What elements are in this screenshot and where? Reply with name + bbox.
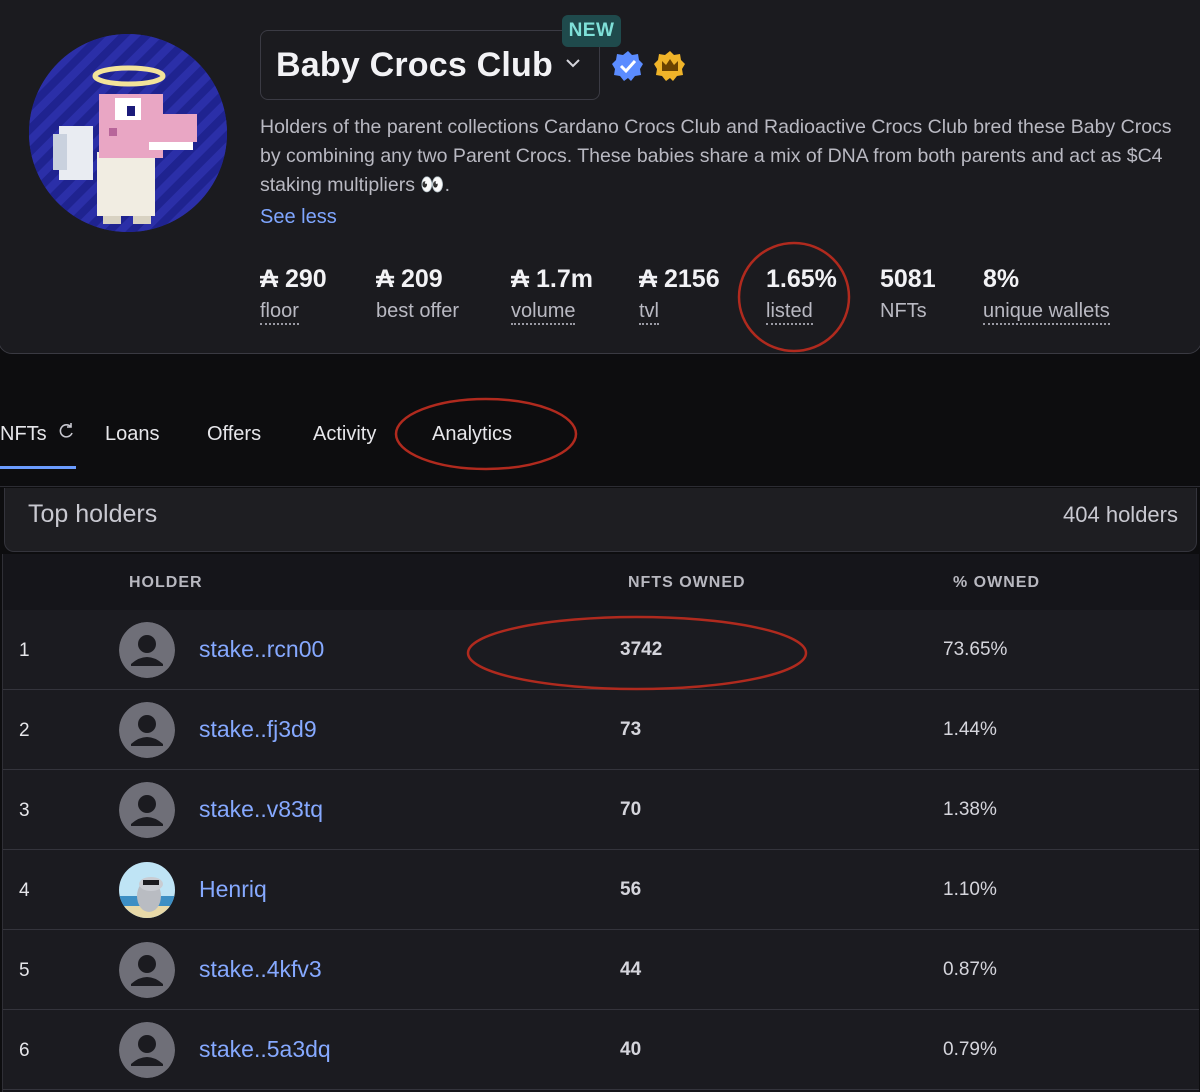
top-holders-table: HOLDER NFTS OWNED % OWNED 1 stake..rcn00… xyxy=(2,554,1200,1092)
collection-description: Holders of the parent collections Cardan… xyxy=(260,116,1172,196)
table-row[interactable]: 4 Henriq 56 1.10% xyxy=(3,850,1200,930)
new-badge: NEW xyxy=(562,15,621,47)
nfts-owned: 56 xyxy=(620,879,642,900)
stat-nfts: 5081 NFTs xyxy=(880,265,936,323)
table-header: HOLDER NFTS OWNED % OWNED xyxy=(3,554,1200,610)
default-avatar-icon xyxy=(119,622,175,678)
column-header-pct-owned: % OWNED xyxy=(953,574,1040,591)
top-holders-header: Top holders 404 holders xyxy=(4,488,1197,552)
tab-analytics[interactable]: Analytics xyxy=(432,423,513,445)
stat-best-offer-label: best offer xyxy=(376,300,460,322)
table-row[interactable]: 2 stake..fj3d9 73 1.44% xyxy=(3,690,1200,770)
stat-best-offer-value: ₳ 209 xyxy=(376,265,443,293)
verified-badge-icon xyxy=(612,51,643,81)
nfts-owned: 70 xyxy=(620,799,642,820)
stat-tvl[interactable]: ₳ 2156 tvl xyxy=(639,265,720,325)
crown-badge-icon xyxy=(654,51,685,81)
stat-floor[interactable]: ₳ 290 floor xyxy=(260,265,327,325)
holder-link[interactable]: stake..4kfv3 xyxy=(199,956,322,982)
stat-unique-wallets[interactable]: 8% unique wallets xyxy=(983,265,1110,325)
pct-owned: 0.79% xyxy=(943,1039,997,1060)
see-less-link[interactable]: See less xyxy=(260,206,337,228)
column-header-nfts-owned: NFTS OWNED xyxy=(628,574,746,591)
holder-rank: 5 xyxy=(19,960,30,981)
collection-avatar xyxy=(29,34,227,232)
table-row[interactable]: 5 stake..4kfv3 44 0.87% xyxy=(3,930,1200,1010)
default-avatar-icon xyxy=(119,782,175,838)
tabs-divider xyxy=(0,486,1200,487)
holder-rank: 4 xyxy=(19,880,30,901)
stat-tvl-label: tvl xyxy=(639,300,659,325)
nfts-owned: 3742 xyxy=(620,639,663,660)
stat-floor-value: ₳ 290 xyxy=(260,265,327,293)
holder-link[interactable]: Henriq xyxy=(199,876,267,902)
holder-link[interactable]: stake..fj3d9 xyxy=(199,716,317,742)
collection-title: Baby Crocs Club xyxy=(276,45,553,84)
pct-owned: 1.10% xyxy=(943,879,997,900)
tab-offers[interactable]: Offers xyxy=(207,423,262,445)
holder-rank: 2 xyxy=(19,720,30,741)
holder-link[interactable]: stake..v83tq xyxy=(199,796,324,822)
pct-owned: 1.38% xyxy=(943,799,997,820)
stat-volume[interactable]: ₳ 1.7m volume xyxy=(511,265,593,325)
pct-owned: 73.65% xyxy=(943,639,1008,660)
stat-listed-value: 1.65% xyxy=(766,265,837,293)
holder-link[interactable]: stake..rcn00 xyxy=(199,636,325,662)
stat-nfts-value: 5081 xyxy=(880,265,936,293)
tab-bar: NFTs Loans Offers Activity Analytics xyxy=(0,405,1200,469)
stat-tvl-value: ₳ 2156 xyxy=(639,265,720,293)
holder-rank: 1 xyxy=(19,640,30,661)
holder-rank: 3 xyxy=(19,800,30,821)
stat-unique-wallets-value: 8% xyxy=(983,265,1020,293)
holder-link[interactable]: stake..5a3dq xyxy=(199,1036,331,1062)
tab-activity[interactable]: Activity xyxy=(313,423,377,445)
top-holders-title: Top holders xyxy=(28,500,158,528)
nfts-owned: 40 xyxy=(620,1039,642,1060)
active-tab-indicator xyxy=(0,466,76,469)
stat-unique-wallets-label: unique wallets xyxy=(983,300,1110,325)
default-avatar-icon xyxy=(119,942,175,998)
baby-croc-angel-image xyxy=(29,34,227,232)
default-avatar-icon xyxy=(119,702,175,758)
stat-nfts-label: NFTs xyxy=(880,300,927,322)
user-avatar-image xyxy=(119,862,175,918)
refresh-icon[interactable] xyxy=(56,421,76,441)
table-row[interactable]: 1 stake..rcn00 3742 73.65% xyxy=(3,610,1200,690)
collection-header: Baby Crocs Club NEW Holders of the paren… xyxy=(0,0,1200,354)
nfts-owned: 73 xyxy=(620,719,642,740)
table-row[interactable]: 6 stake..5a3dq 40 0.79% xyxy=(3,1010,1200,1090)
stat-best-offer: ₳ 209 best offer xyxy=(376,265,459,323)
stat-floor-label: floor xyxy=(260,300,299,325)
holder-rank: 6 xyxy=(19,1040,30,1061)
column-header-holder: HOLDER xyxy=(129,574,203,591)
collection-title-dropdown[interactable]: Baby Crocs Club xyxy=(260,30,600,100)
stat-volume-value: ₳ 1.7m xyxy=(511,265,593,293)
stat-volume-label: volume xyxy=(511,300,576,325)
stat-listed[interactable]: 1.65% listed xyxy=(766,265,837,325)
pct-owned: 0.87% xyxy=(943,959,997,980)
pct-owned: 1.44% xyxy=(943,719,997,740)
nfts-owned: 44 xyxy=(620,959,642,980)
chevron-down-icon xyxy=(566,59,580,68)
stat-listed-label: listed xyxy=(766,300,813,325)
tab-loans[interactable]: Loans xyxy=(105,423,160,445)
holders-count: 404 holders xyxy=(1063,502,1178,527)
tab-nfts[interactable]: NFTs xyxy=(0,423,47,445)
table-row[interactable]: 3 stake..v83tq 70 1.38% xyxy=(3,770,1200,850)
default-avatar-icon xyxy=(119,1022,175,1078)
